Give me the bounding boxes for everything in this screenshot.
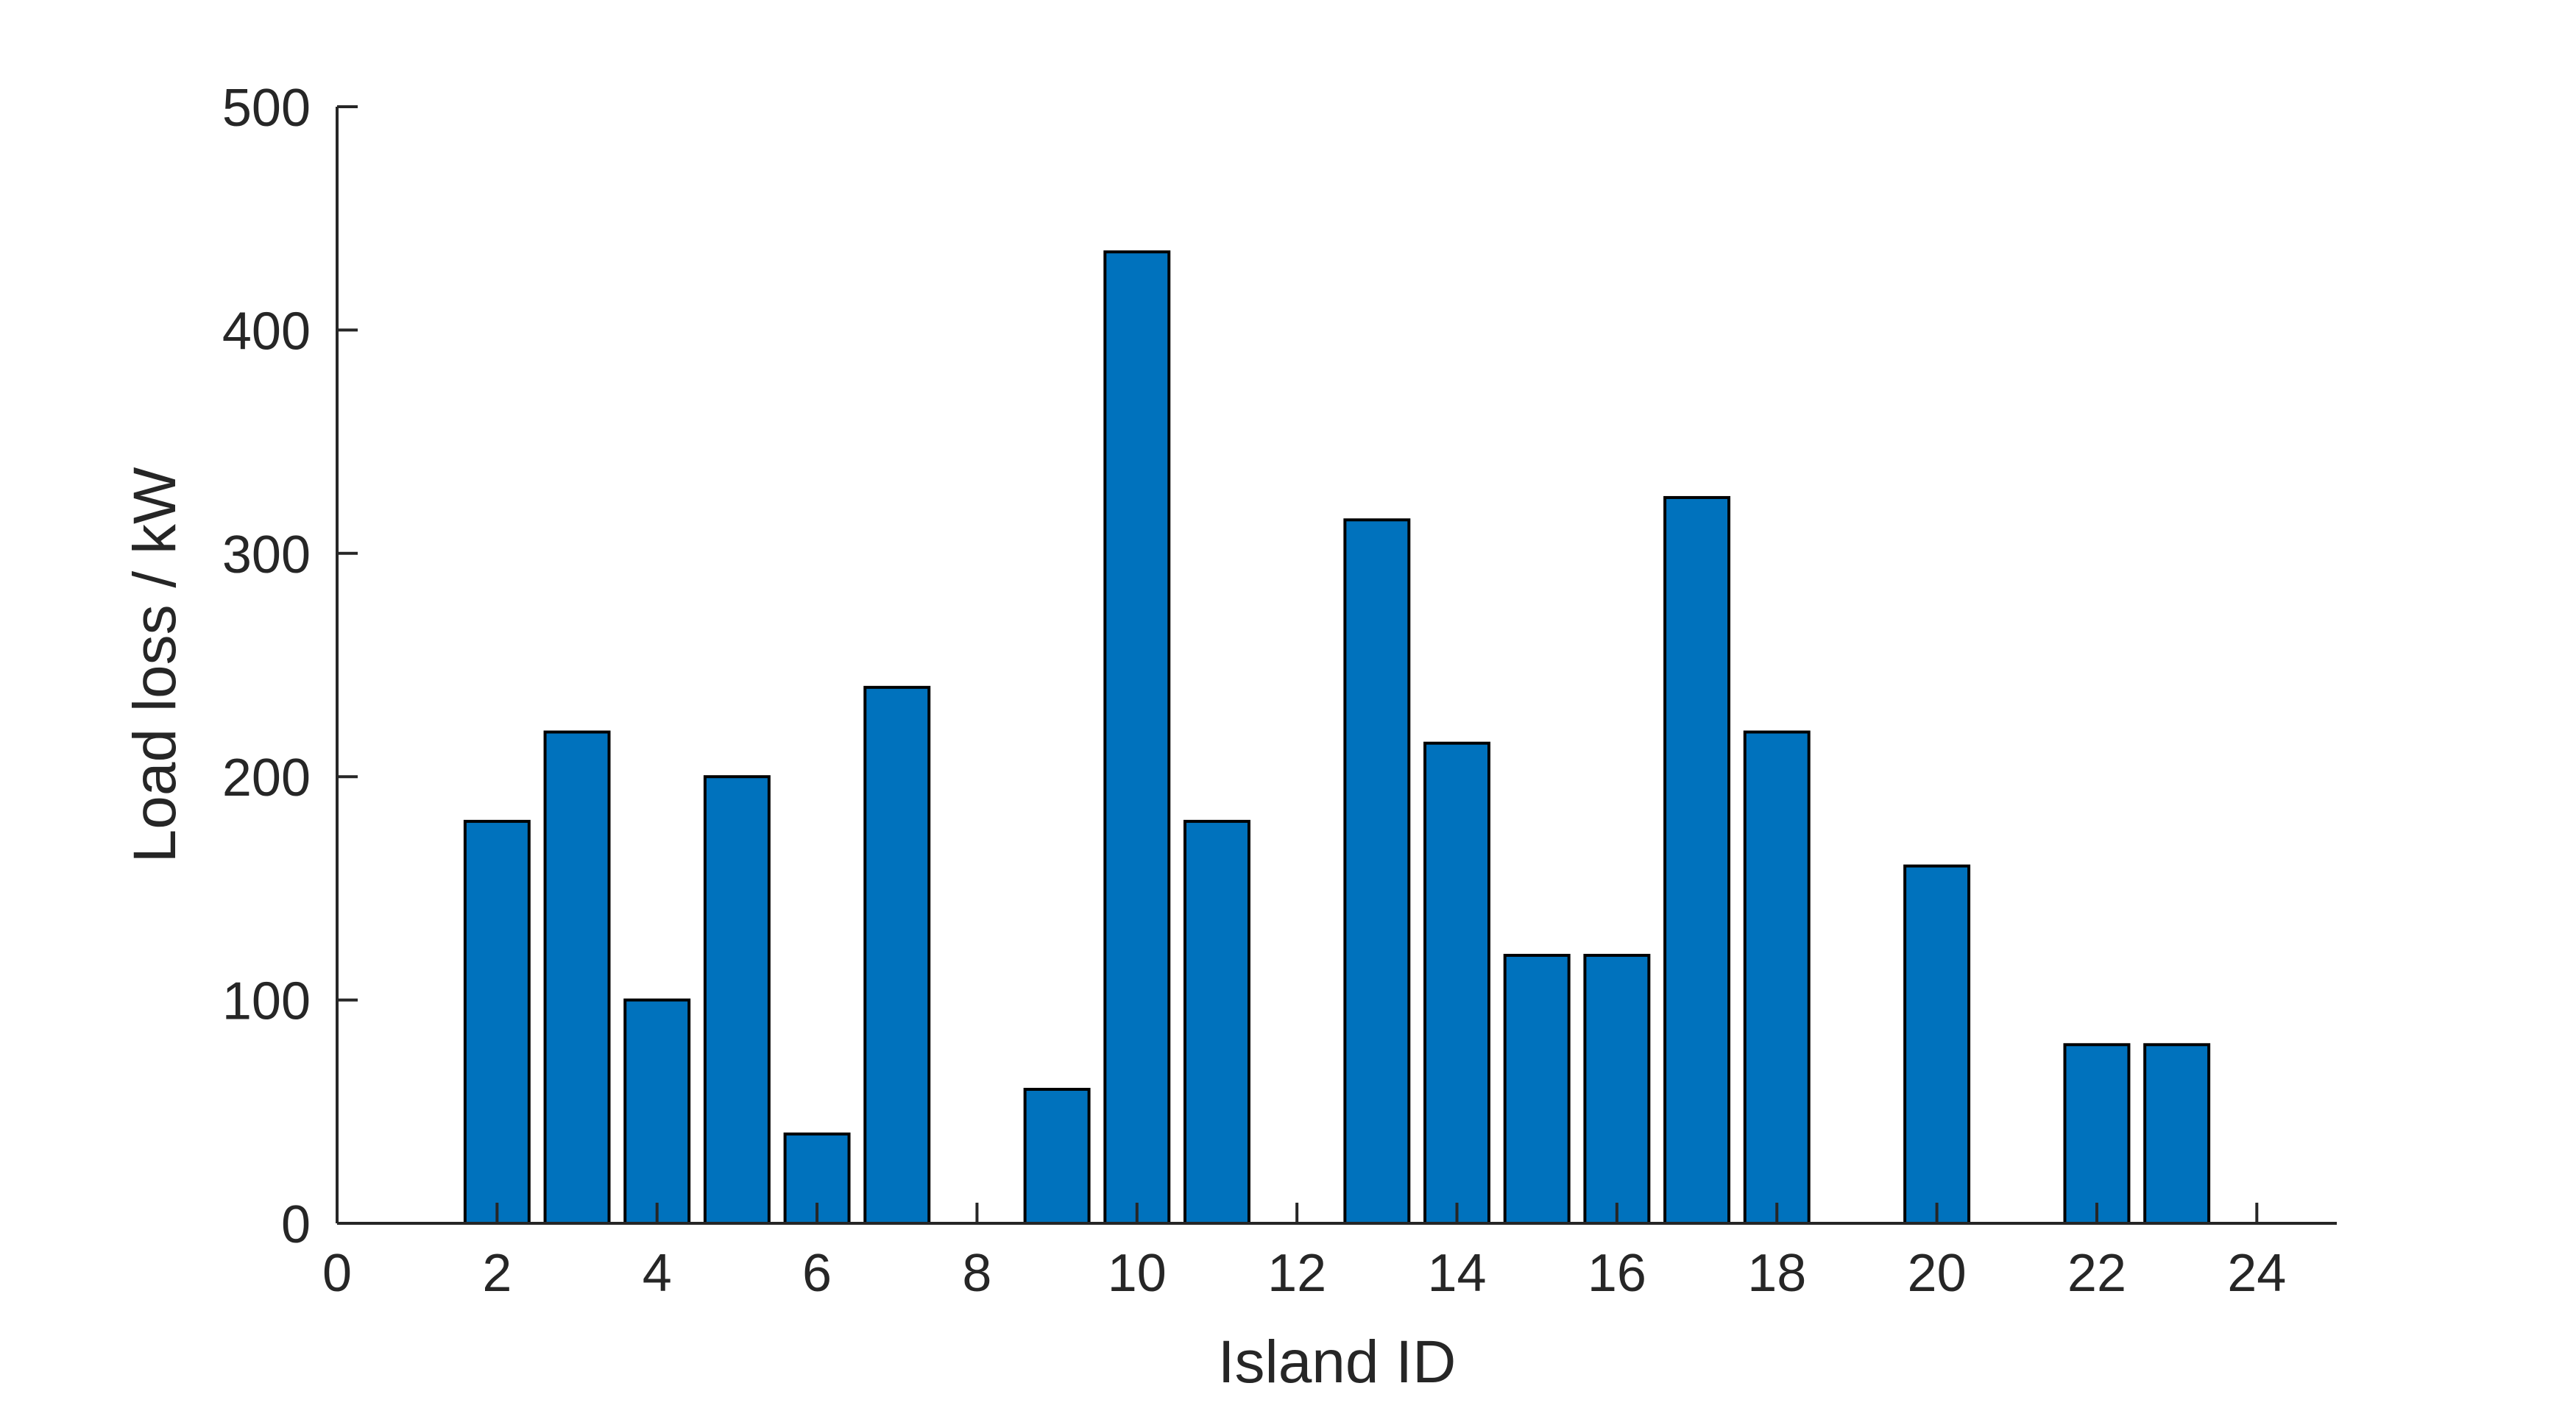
x-tick-label: 20 [1908, 1244, 1967, 1303]
y-tick-label: 400 [222, 302, 311, 361]
x-tick-label: 4 [643, 1244, 672, 1303]
bar-island-4 [623, 998, 691, 1225]
x-tick-label: 18 [1747, 1244, 1806, 1303]
x-tick-label: 24 [2227, 1244, 2286, 1303]
y-tick-label: 300 [222, 526, 311, 584]
bars-group [463, 250, 2211, 1226]
y-tick-label: 100 [222, 972, 311, 1031]
x-tick-label: 8 [962, 1244, 991, 1303]
bar-island-14 [1423, 741, 1490, 1225]
bar-island-22 [2063, 1043, 2131, 1226]
bar-island-18 [1743, 730, 1811, 1225]
bar-island-3 [543, 730, 611, 1225]
bar-island-11 [1183, 819, 1250, 1225]
bar-island-2 [463, 819, 531, 1225]
x-tick-label: 16 [1588, 1244, 1646, 1303]
x-tick-label: 14 [1427, 1244, 1486, 1303]
bar-island-17 [1663, 495, 1731, 1225]
y-tick-label: 200 [222, 749, 311, 807]
x-tick-label: 12 [1267, 1244, 1326, 1303]
bar-island-23 [2143, 1043, 2211, 1226]
bar-island-7 [863, 685, 931, 1225]
bar-island-5 [703, 775, 771, 1225]
bar-island-13 [1343, 518, 1411, 1225]
y-tick-label: 500 [222, 79, 311, 138]
bar-island-9 [1023, 1087, 1091, 1225]
x-axis-title: Island ID [1218, 1329, 1457, 1396]
x-tick-label: 2 [482, 1244, 512, 1303]
x-tick-label: 6 [802, 1244, 832, 1303]
bar-island-20 [1903, 864, 1971, 1226]
bar-island-10 [1103, 250, 1171, 1226]
x-tick-label: 22 [2067, 1244, 2126, 1303]
y-axis-title: Load loss / kW [121, 467, 188, 863]
y-tick-label: 0 [281, 1195, 311, 1254]
x-tick-label: 0 [322, 1244, 352, 1303]
bar-island-15 [1503, 953, 1571, 1226]
bar-island-16 [1583, 953, 1651, 1226]
x-tick-label: 10 [1108, 1244, 1167, 1303]
